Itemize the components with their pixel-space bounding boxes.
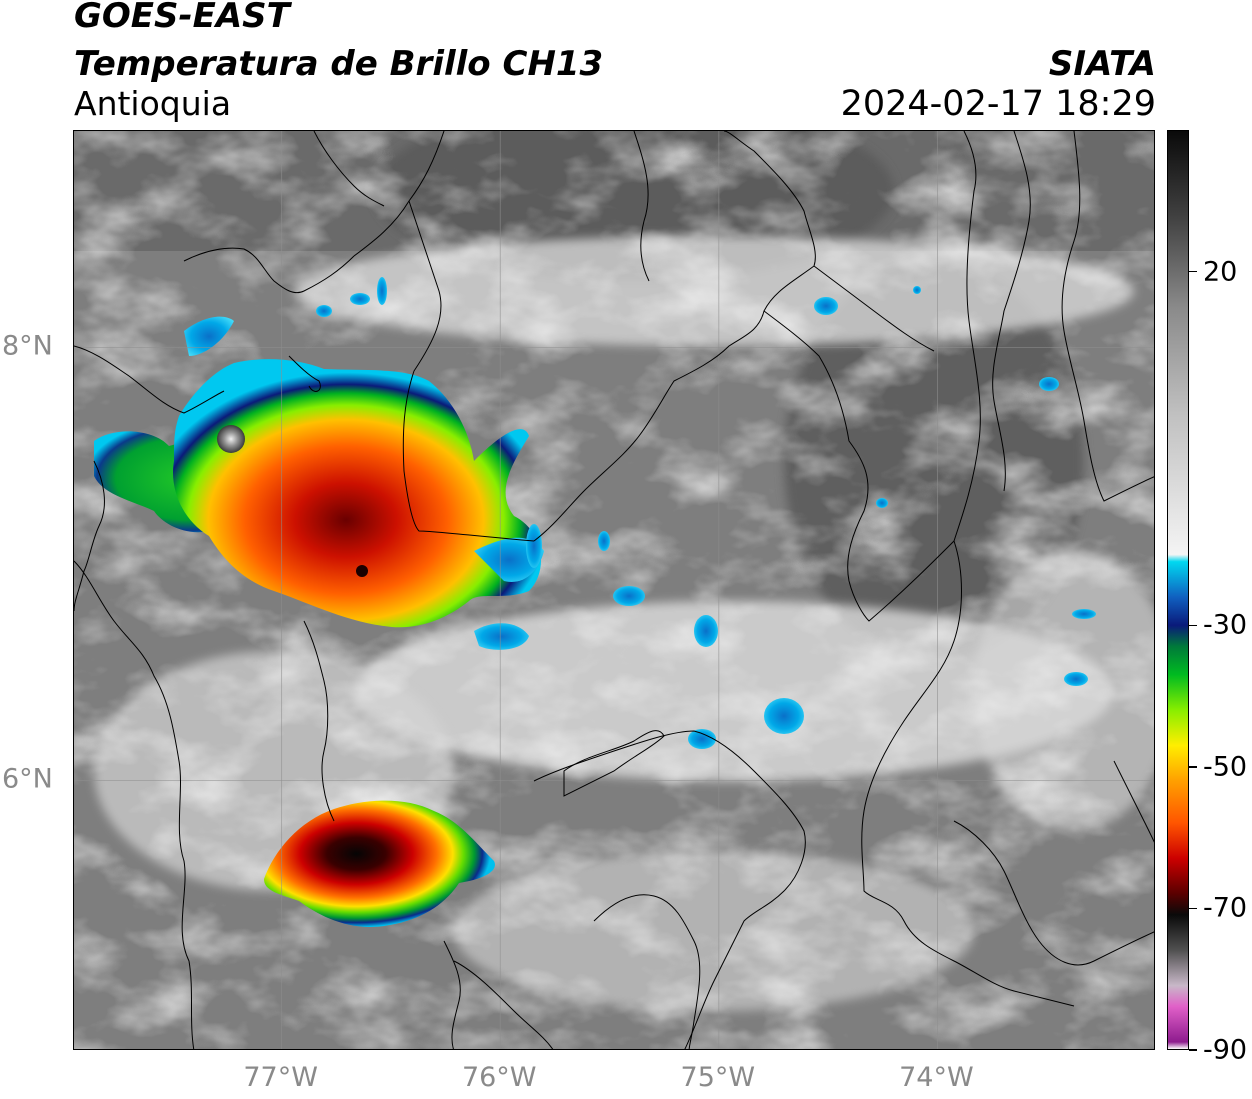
storm-north-outlier-2 — [184, 316, 234, 356]
dept-antioquia-south — [533, 730, 806, 1049]
satellite-title: GOES-EAST — [74, 0, 290, 36]
cell-5 — [814, 297, 838, 315]
storm-north-outlier-5 — [350, 293, 370, 305]
lon-label-74w: 74°W — [899, 1062, 974, 1093]
colorbar-label-minus90: -90 — [1203, 1034, 1248, 1066]
datetime-label: 2024-02-17 18:29 — [840, 84, 1156, 124]
coastline-uraba — [288, 355, 321, 392]
storm-north-main — [173, 359, 541, 628]
cell-9 — [876, 498, 888, 508]
dept-choco-east — [303, 620, 335, 822]
cloud-texture — [74, 131, 1154, 1049]
cell-1 — [688, 729, 716, 749]
borders — [74, 131, 1154, 1049]
cell-2 — [764, 698, 804, 734]
lon-label-76w: 76°W — [461, 1062, 537, 1093]
product-title: Temperatura de Brillo CH13 — [74, 44, 604, 84]
dept-caldas — [443, 940, 461, 1049]
dept-tolima — [953, 820, 1154, 966]
cell-4 — [613, 586, 645, 606]
lat-label-8n: 8°N — [2, 330, 53, 362]
colorbar-label-minus30: -30 — [1203, 609, 1248, 641]
cell-12 — [598, 531, 610, 551]
agency-label: SIATA — [1048, 44, 1156, 84]
colorbar-tick — [1189, 624, 1197, 626]
dept-cesar — [1061, 131, 1154, 502]
dept-magdalena — [813, 265, 935, 352]
colorbar-tick — [1189, 766, 1197, 768]
dept-santander — [861, 540, 1075, 1007]
border-panama — [74, 460, 105, 612]
cell-3 — [694, 615, 718, 647]
cell-11 — [526, 524, 542, 568]
colorbar-tick — [1189, 907, 1197, 910]
river-lake-small — [563, 730, 665, 797]
storm-north-outlier-4 — [377, 277, 387, 305]
cell-6 — [1039, 377, 1059, 391]
colorbar-tick — [1189, 270, 1197, 273]
dept-sucre — [633, 131, 650, 282]
coastline-caribbean — [74, 345, 225, 414]
dept-cordoba — [402, 200, 535, 542]
dept-valle — [453, 960, 554, 1049]
map-canvas — [74, 131, 1154, 1049]
lon-label-75w: 75°W — [680, 1062, 756, 1093]
graticule — [74, 131, 1154, 1049]
colorbar-label-20: 20 — [1203, 256, 1238, 288]
dept-cundinamarca — [593, 894, 701, 1049]
cell-8 — [1072, 609, 1096, 619]
cell-7 — [1064, 672, 1088, 686]
colorbar-label-minus50: -50 — [1203, 751, 1248, 783]
colorbar-label-minus70: -70 — [1203, 892, 1248, 924]
coastline-pacific — [74, 560, 195, 1049]
colorbar — [1167, 130, 1189, 1050]
cell-10 — [913, 286, 921, 294]
storm-south-main — [264, 800, 495, 927]
storm-north-core — [356, 565, 368, 577]
dept-antioquia-east — [533, 131, 816, 542]
dept-bolivar — [763, 131, 981, 622]
storm-north-outlier-1 — [474, 623, 529, 650]
region-label: Antioquia — [74, 84, 232, 123]
lat-label-6n: 6°N — [2, 763, 53, 795]
storm-north-outlier-3 — [316, 305, 332, 317]
dept-boyaca — [992, 131, 1031, 492]
overshooting-top — [217, 425, 245, 453]
colorbar-tick — [1189, 1049, 1197, 1051]
lon-label-77w: 77°W — [243, 1062, 318, 1093]
dept-antioquia-north — [183, 131, 445, 294]
satellite-map — [73, 130, 1155, 1050]
dept-north-coast — [313, 131, 385, 207]
dept-east-border — [1113, 760, 1154, 843]
